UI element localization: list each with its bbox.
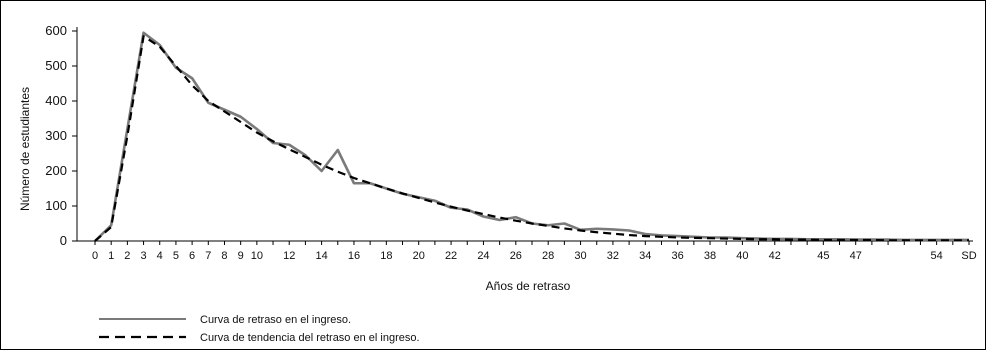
- x-tick-label: 38: [704, 250, 716, 262]
- x-tick-label: 6: [189, 250, 195, 262]
- y-tick-label: 200: [45, 163, 67, 178]
- x-tick-label: 0: [92, 250, 98, 262]
- y-tick-label: 600: [45, 23, 67, 38]
- x-tick-label: 16: [348, 250, 360, 262]
- x-tick-label: 40: [736, 250, 748, 262]
- x-tick-label: 12: [283, 250, 295, 262]
- x-tick-label: 36: [672, 250, 684, 262]
- x-axis-title: Años de retraso: [486, 279, 571, 293]
- y-tick-label: 500: [45, 58, 67, 73]
- x-tick-label: 28: [542, 250, 554, 262]
- x-tick-label: 5: [173, 250, 179, 262]
- x-tick-label: 30: [574, 250, 586, 262]
- series-line-delay: [94, 31, 969, 242]
- series-line-trend: [94, 35, 969, 242]
- x-tick-label: 14: [315, 250, 327, 262]
- x-tick-label: 10: [251, 250, 263, 262]
- x-tick-label: 34: [639, 250, 651, 262]
- x-tick-label: 8: [221, 250, 227, 262]
- x-tick-label: 9: [238, 250, 244, 262]
- y-axis-title: Número de estudiantes: [18, 87, 32, 211]
- x-tick-label: 54: [931, 250, 943, 262]
- legend-label-solid: Curva de retraso en el ingreso.: [200, 314, 351, 326]
- x-tick-label: 3: [140, 250, 146, 262]
- y-tick-label: 100: [45, 198, 67, 213]
- x-tick-label: 32: [607, 250, 619, 262]
- x-tick-label: 2: [124, 250, 130, 262]
- x-tick-label: 20: [413, 250, 425, 262]
- x-tick-label: 26: [510, 250, 522, 262]
- series-lines: [94, 31, 969, 242]
- x-tick-label: 24: [477, 250, 489, 262]
- x-tick-label: 47: [850, 250, 862, 262]
- x-tick-label: 42: [769, 250, 781, 262]
- x-axis: 0 1 2 3 4 5 6 7 8 9 10 12 14 16 18 20 22 24 26 28 30 32 34 36 38…: [77, 240, 977, 262]
- x-tick-label: 1: [108, 250, 114, 262]
- y-tick-label: 0: [60, 233, 67, 248]
- x-tick-label: 4: [157, 250, 163, 262]
- x-tick-label: 22: [445, 250, 457, 262]
- x-tick-label: 7: [205, 250, 211, 262]
- y-axis: 0 100 200 300 400 500 600: [45, 23, 78, 248]
- legend-label-dashed: Curva de tendencia del retraso en el ing…: [200, 332, 420, 344]
- x-tick-label: 45: [817, 250, 829, 262]
- x-tick-label: 18: [380, 250, 392, 262]
- x-tick-label: SD: [961, 250, 976, 262]
- legend: Curva de retraso en el ingreso. Curva de…: [99, 314, 420, 344]
- y-tick-label: 400: [45, 93, 67, 108]
- y-tick-label: 300: [45, 128, 67, 143]
